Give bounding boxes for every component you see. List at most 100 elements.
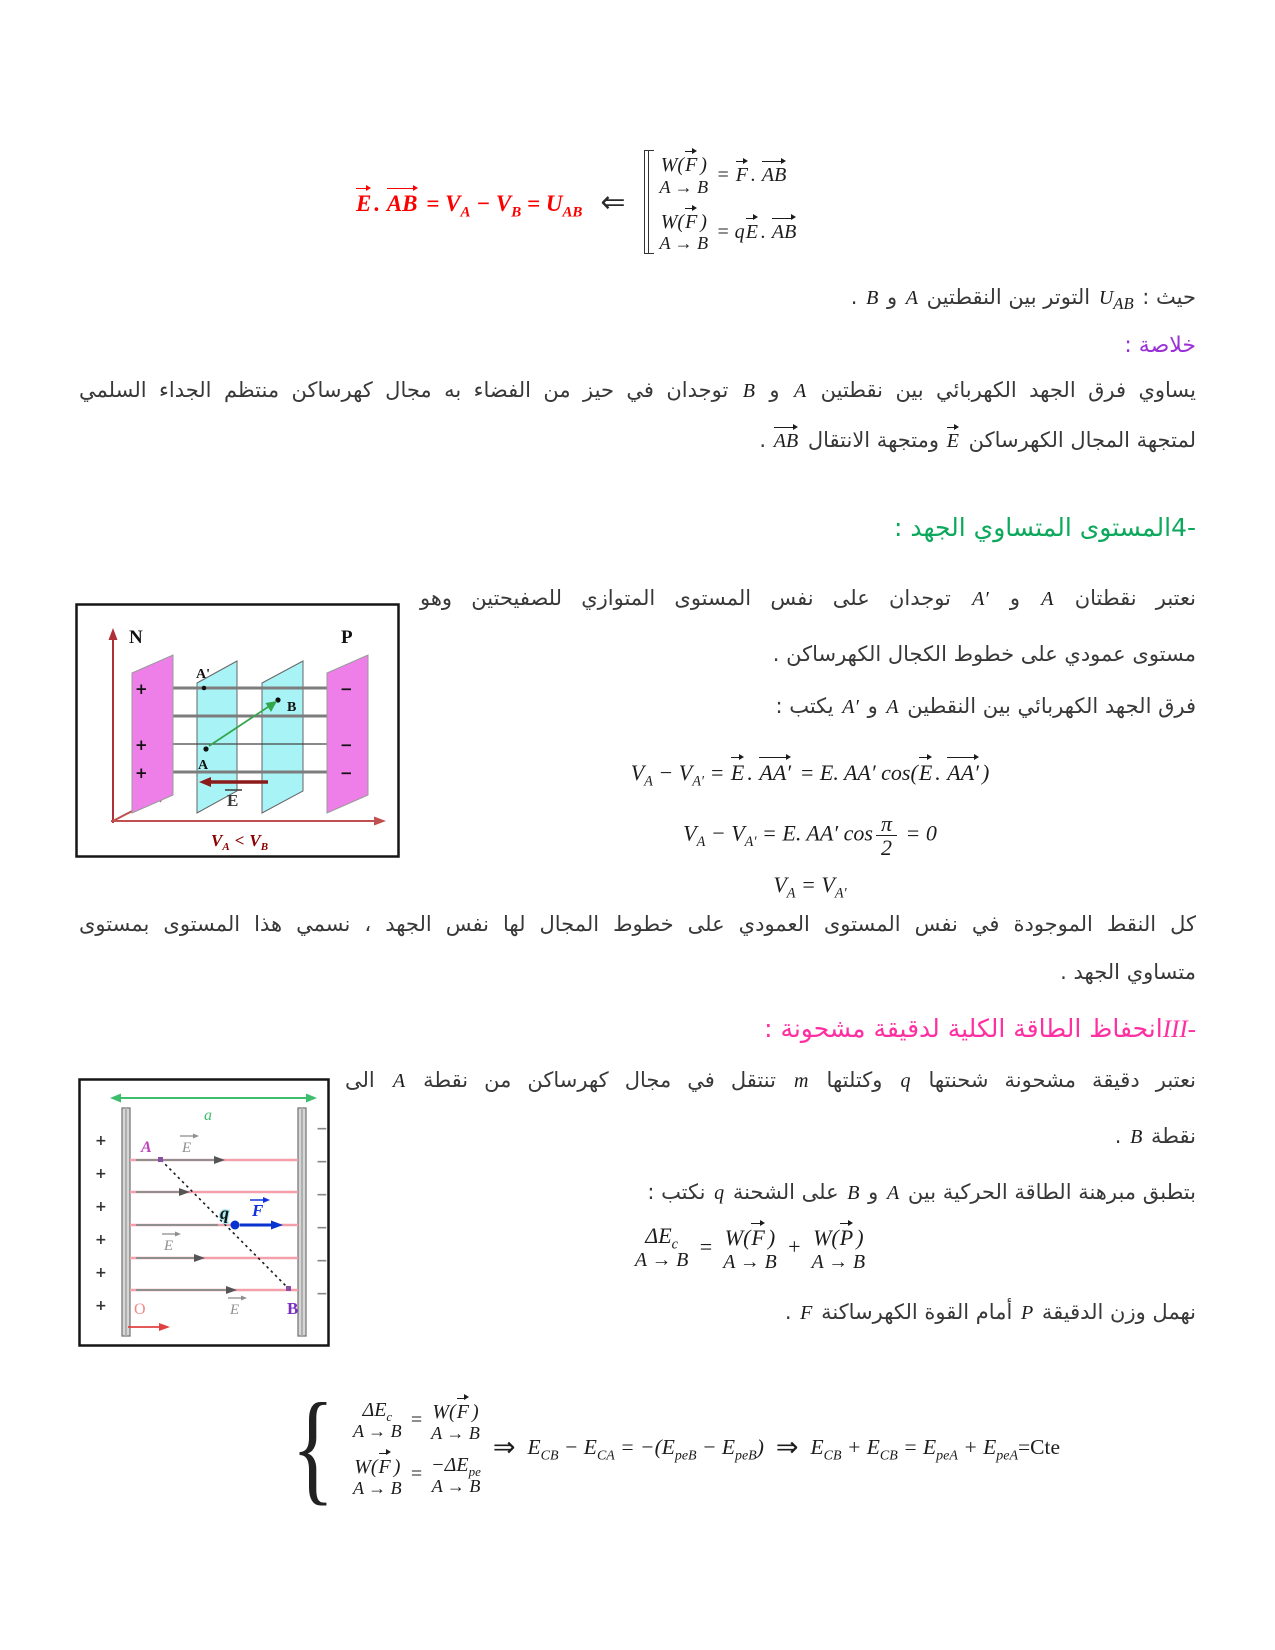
equipotential-line-2: متساوي الجهد .: [1060, 960, 1196, 984]
label-A: A: [198, 758, 209, 773]
label-B: B: [287, 1299, 298, 1318]
E-vector-head: [175, 1231, 181, 1237]
F-vector-head: [263, 1197, 270, 1203]
field-arrowhead: [226, 1286, 237, 1294]
sec4-line-1: نعتبر نقطتان A و A′ توجدان على نفس المست…: [420, 586, 1196, 610]
vector-F: F: [456, 1394, 472, 1423]
work-F-stack: W(F) A → B: [723, 1219, 777, 1273]
red-axis-arrowhead: [159, 1323, 170, 1331]
vector-F: F: [378, 1448, 394, 1478]
curly-brace: {: [291, 1378, 335, 1517]
system-row-2: W(F) A → B = −ΔEpe A → B: [353, 1448, 481, 1498]
vector-AB: AB: [773, 423, 801, 453]
equipotential-plane-2: [261, 660, 304, 814]
implies-arrow: ⇒: [492, 1432, 516, 1463]
work-stack: W(F) A → B: [659, 204, 709, 254]
plus-sign: +: [135, 736, 148, 754]
sec3-line-3: بتطبق مبرهنة الطاقة الحركية بين A و B عل…: [647, 1180, 1196, 1204]
E-vector-head: [193, 1133, 199, 1139]
label-A: A: [140, 1139, 152, 1156]
path-A-to-B: A → B: [723, 1250, 777, 1273]
U: U: [545, 191, 563, 216]
V: V: [445, 191, 461, 216]
left-double-arrow: ⇐: [600, 184, 626, 220]
equals: =: [420, 191, 446, 216]
sec3-line-2: نقطة B .: [1114, 1124, 1196, 1148]
label-F-vector: F: [251, 1201, 264, 1220]
work-row-1: W(F) A → B = F. AB: [660, 147, 800, 197]
equals: =: [521, 191, 546, 216]
work-stack: W(F) A → B: [660, 147, 708, 197]
point-A: A: [392, 1070, 406, 1092]
label-B: B: [287, 700, 296, 715]
point-B: B: [866, 287, 879, 309]
vector-F: F: [684, 204, 700, 233]
summary-line-1: يساوي فرق الجهد الكهربائي بين نقطتين A و…: [79, 378, 1196, 402]
plus-sign: +: [95, 1199, 107, 1215]
point-A: A: [794, 380, 807, 402]
vector-AB: AB: [761, 157, 789, 187]
equation-va-equals-vaprime: VA = VA′: [773, 872, 847, 902]
point-A-prime: A′: [972, 588, 989, 610]
point-A: A: [886, 696, 899, 718]
U-AB: UAB: [1098, 287, 1134, 313]
vector-E: E: [355, 184, 374, 217]
constant-label: =Cte: [1018, 1435, 1060, 1459]
point-A-dot: [203, 746, 209, 752]
label-E-vector: E: [181, 1140, 191, 1156]
path-A-to-B: A → B: [659, 233, 709, 254]
minus-sign: −: [340, 680, 353, 698]
minus-sign: −: [340, 764, 353, 782]
sec4-line-3: فرق الجهد الكهربائي بين النقطين A و A′ ي…: [775, 694, 1196, 718]
minus-sign: −: [316, 1121, 328, 1137]
field-arrowhead: [214, 1156, 225, 1164]
work-P-stack: W(P) A → B: [812, 1219, 865, 1273]
field-arrowhead: [194, 1254, 205, 1262]
sec4-line-2: مستوى عمودي على خطوط الكجال الكهرساكن .: [772, 642, 1196, 666]
charge-q: q: [900, 1070, 911, 1092]
axis-arrowhead-up: [108, 628, 118, 640]
minus-sign: −: [316, 1154, 328, 1170]
label-E-vector: E: [227, 791, 238, 810]
minus-sign: −: [316, 1253, 328, 1269]
section3-heading: III-انحفاظ الطاقة الكلية لدقيقة مشحونة :: [764, 1014, 1196, 1043]
axis-arrowhead-right: [374, 816, 386, 826]
green-AB-arrow: [208, 704, 272, 747]
point-A: A: [1041, 588, 1054, 610]
vector-AAprime: AA′: [946, 753, 982, 786]
work-row-2: W(F) A → B = qE. AB: [659, 204, 800, 254]
plus-sign: +: [95, 1232, 107, 1248]
point-B: B: [847, 1182, 860, 1204]
field-arrowhead: [179, 1188, 190, 1196]
system-rows: W(F) A → B = F. AB W(F) A → B = qE. AB: [659, 147, 800, 254]
figure-charged-particle: a + + + + + + − − − − − − E E E A q F O …: [78, 1078, 330, 1347]
plus-sign: +: [135, 680, 148, 698]
arrowhead-right: [306, 1093, 317, 1103]
figure-equipotential-planes: + + + − − − N P A' A B E VA < VB: [75, 603, 400, 858]
work-definition-system: W(F) A → B = F. AB W(F) A → B = qE. AB: [643, 147, 800, 254]
label-N: N: [129, 627, 143, 648]
uab-definition-line: حيث : UAB التوتر بين النقطتين A و B .: [850, 285, 1196, 313]
vector-E: E: [918, 753, 935, 786]
weight-P: P: [1020, 1302, 1034, 1324]
sub-A: A: [460, 204, 471, 221]
plus: +: [786, 1234, 802, 1260]
vector-AAprime: AA′: [758, 753, 794, 786]
sec3-line-1: نعتبر دقيقة مشحونة شحنتها q وكتلتها m تن…: [345, 1068, 1196, 1092]
sub-AB: AB: [562, 204, 583, 221]
vector-P: P: [839, 1219, 856, 1251]
vector-F: F: [750, 1219, 767, 1251]
kinetic-energy-equation: ΔEc A → B = W(F) A → B + W(P) A → B: [430, 1219, 1070, 1273]
main-red-equation: E. AB = VA − VB = UAB: [355, 184, 582, 220]
summary-line-2: لمتجهة المجال الكهرساكن E ومتجهة الانتقا…: [759, 423, 1196, 453]
vector-E: E: [946, 423, 962, 453]
plus-sign: +: [95, 1265, 107, 1281]
energy-constant-equation: ECB + ECB = EpeA + EpeA=Cte: [810, 1435, 1061, 1464]
minus-sign: −: [340, 736, 353, 754]
vector-AB: AB: [386, 184, 421, 217]
force-F: F: [800, 1302, 813, 1324]
neglect-weight-line: نهمل وزن الدقيقة P أمام القوة الكهرساكنة…: [784, 1300, 1196, 1324]
V: V: [495, 191, 512, 216]
label-q: q: [220, 1203, 229, 1223]
